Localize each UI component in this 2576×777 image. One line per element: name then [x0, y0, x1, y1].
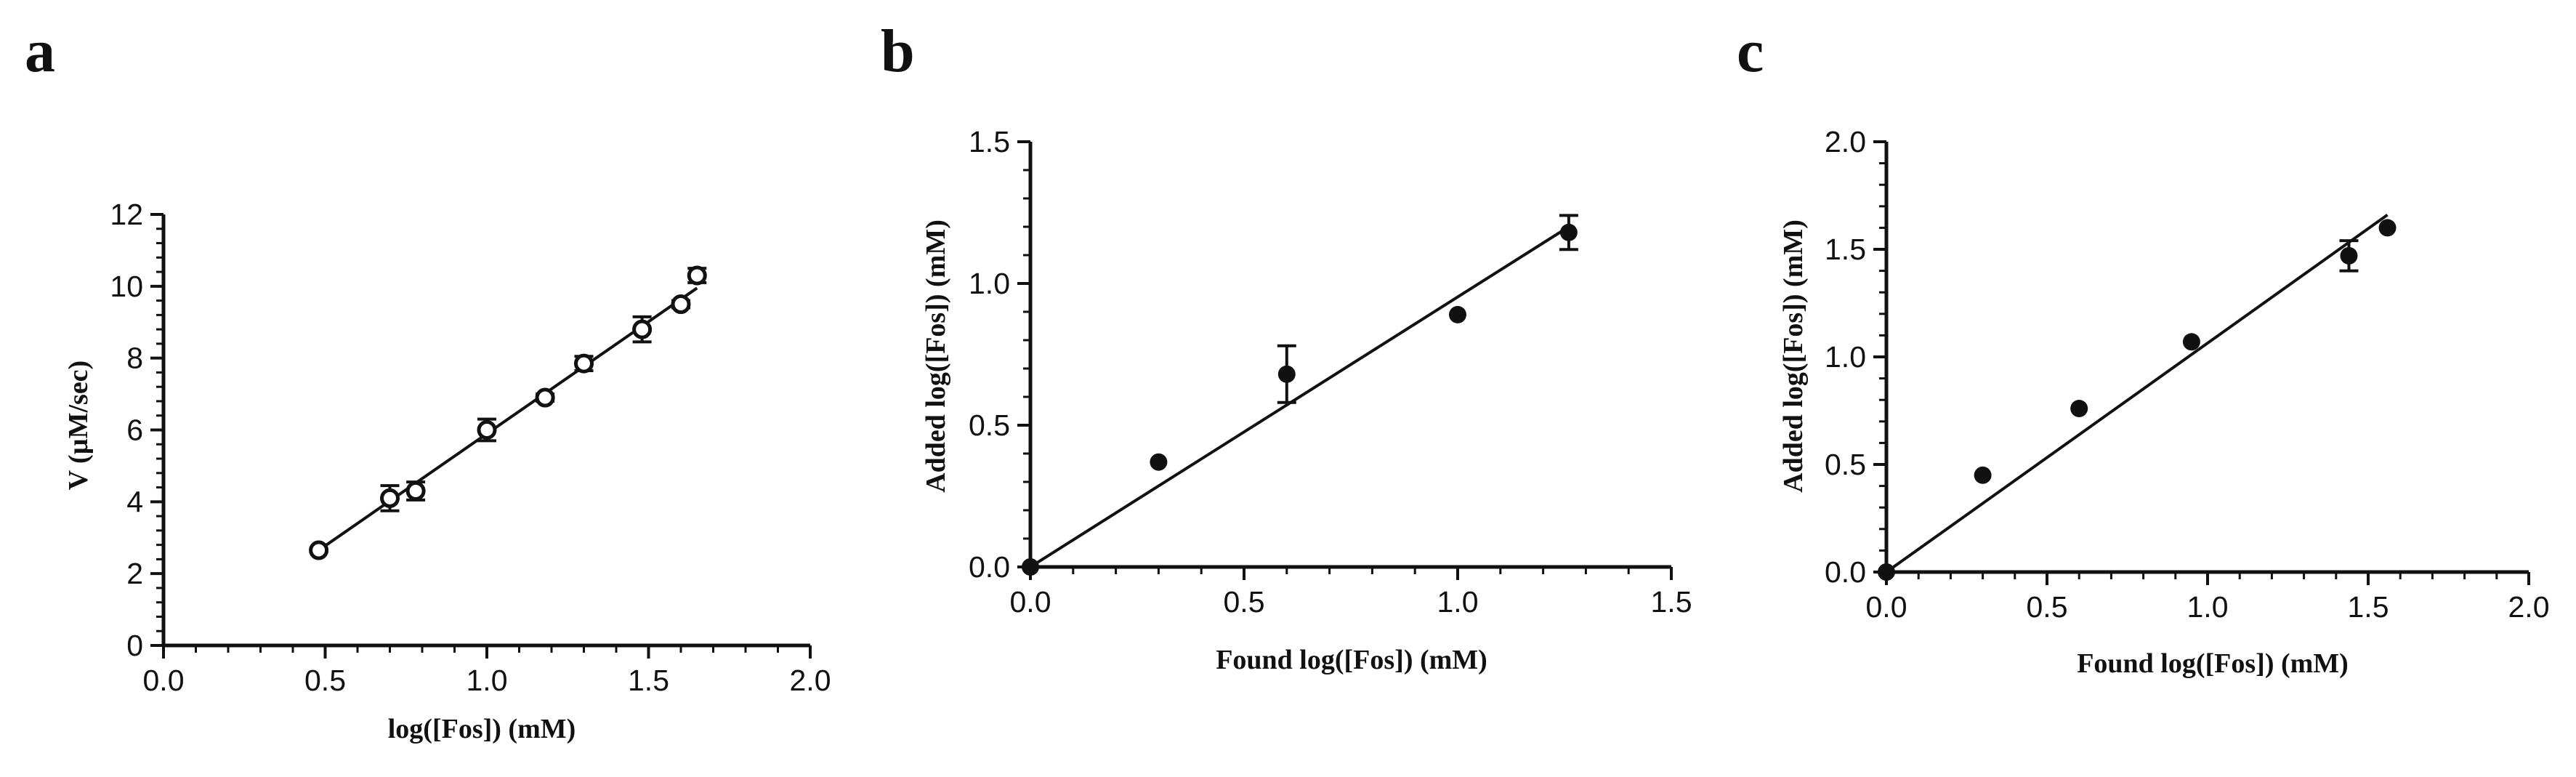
panel-b-x-tick-label: 1.0 — [1437, 585, 1479, 619]
panel-c-data-point — [2070, 400, 2088, 418]
panel-b: b 0.0 0.5 1.0 1.5 0.0 0.5 1.0 1.5 Found log([Fo… — [881, 17, 1692, 675]
panel-b-data-point — [1449, 305, 1466, 323]
panel-a-y-tick-label: 12 — [110, 198, 143, 231]
panel-b-x-tick-label: 0.5 — [1224, 585, 1265, 619]
panel-c-letter: c — [1737, 17, 1764, 85]
panel-b-data-point — [1022, 558, 1039, 576]
panel-a-data-point — [309, 540, 329, 560]
panel-a-y-tick-label: 0 — [126, 629, 143, 662]
panel-c-x-tick-label: 0.5 — [2027, 590, 2068, 624]
panel-b-y-axis-title: Added log([Fos]) (mM) — [921, 220, 951, 493]
panel-a: a 0.0 0.5 1.0 1.5 2.0 0 2 4 6 8 10 12 log([Fos]) (m… — [25, 17, 831, 744]
panel-a-x-axis-title: log([Fos]) (mM) — [388, 714, 576, 744]
panel-b-letter: b — [881, 17, 915, 85]
panel-c-y-tick-label: 1.5 — [1825, 233, 1866, 266]
panel-a-x-tick-label: 0.0 — [143, 664, 185, 697]
panel-a-data-point — [405, 481, 426, 502]
panel-a-plot: 0.0 0.5 1.0 1.5 2.0 0 2 4 6 8 10 12 — [110, 198, 831, 697]
panel-b-x-axis-title: Found log([Fos]) (mM) — [1216, 645, 1487, 675]
panel-c-data-point — [2340, 246, 2358, 265]
panel-c-x-tick-label: 1.0 — [2187, 590, 2229, 624]
panel-a-data-point — [477, 420, 497, 440]
panel-a-y-tick-label: 8 — [126, 342, 143, 375]
panel-c-y-tick-label: 0.0 — [1825, 555, 1866, 589]
panel-a-x-tick-label: 1.5 — [628, 664, 669, 697]
panel-a-x-tick-label: 2.0 — [790, 664, 831, 697]
panel-b-data-point — [1277, 365, 1296, 383]
panel-a-data-point — [687, 265, 707, 286]
panel-c-x-tick-label: 0.0 — [1866, 590, 1907, 624]
panel-a-data-point — [535, 387, 555, 408]
panel-b-y-tick-label: 0.5 — [969, 408, 1010, 442]
panel-b-y-tick-label: 1.0 — [969, 267, 1010, 300]
panel-a-y-tick-label: 2 — [126, 557, 143, 590]
panel-c-x-axis-title: Found log([Fos]) (mM) — [2077, 648, 2349, 679]
panel-c: c 0.0 0.5 1.0 1.5 2.0 0.0 0.5 1.0 1.5 2.0 Found l… — [1737, 17, 2550, 679]
panel-c-fit-line — [1885, 214, 2389, 573]
panel-c-y-tick-label: 1.0 — [1825, 340, 1866, 374]
panel-c-y-axis-title: Added log([Fos]) (mM) — [1778, 220, 1809, 493]
panel-b-y-tick-label: 0.0 — [969, 550, 1010, 584]
panel-c-data-point — [2182, 333, 2200, 351]
panel-a-y-axis-title: V (µM/sec) — [63, 361, 94, 490]
panel-a-y-tick-label: 10 — [110, 270, 143, 303]
panel-b-y-tick-label: 1.5 — [969, 125, 1010, 158]
panel-b-plot: 0.0 0.5 1.0 1.5 0.0 0.5 1.0 1.5 — [969, 125, 1692, 619]
panel-c-data-point — [1974, 466, 1992, 484]
panel-c-x-tick-label: 1.5 — [2348, 590, 2389, 624]
panel-c-y-tick-label: 0.5 — [1825, 448, 1866, 481]
panel-b-x-tick-label: 0.0 — [1010, 585, 1051, 619]
panel-b-data-point — [1559, 223, 1578, 241]
panel-a-y-tick-label: 6 — [126, 414, 143, 447]
panel-a-x-tick-label: 0.5 — [304, 664, 346, 697]
panel-a-letter: a — [25, 17, 55, 85]
panel-c-plot: 0.0 0.5 1.0 1.5 2.0 0.0 0.5 1.0 1.5 2.0 — [1825, 125, 2550, 624]
panel-b-fit-line — [1029, 225, 1570, 568]
panel-b-x-tick-label: 1.5 — [1651, 585, 1692, 619]
panel-a-data-point — [671, 294, 691, 315]
panel-a-x-tick-label: 1.0 — [467, 664, 508, 697]
panel-b-data-point — [1150, 453, 1168, 471]
panel-a-data-point — [632, 319, 653, 339]
panel-c-data-point — [2378, 219, 2397, 237]
panel-a-data-point — [380, 488, 400, 508]
panel-a-y-tick-label: 4 — [126, 485, 143, 518]
panel-c-x-tick-label: 2.0 — [2508, 590, 2550, 624]
panel-c-data-point — [1878, 563, 1895, 581]
panel-a-data-point — [574, 353, 594, 374]
panel-c-y-tick-label: 2.0 — [1825, 125, 1866, 158]
